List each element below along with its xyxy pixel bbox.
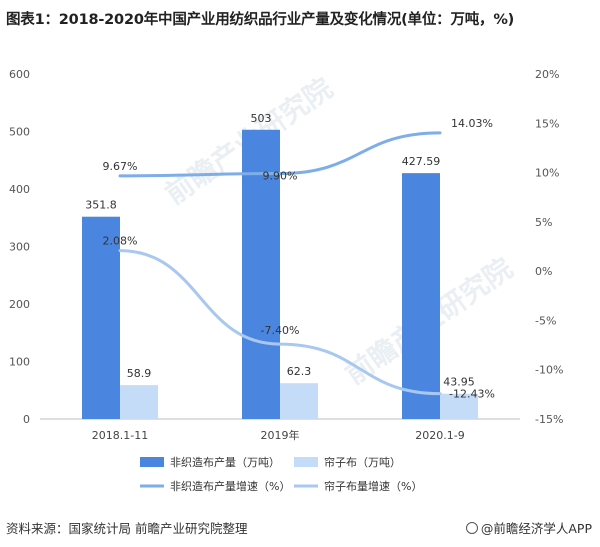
y-left-tick-label: 300 <box>9 241 30 254</box>
y-right-tick-label: -10% <box>535 364 563 377</box>
line-data-label: 14.03% <box>451 117 493 130</box>
y-right-tick-label: -5% <box>535 314 556 327</box>
chart-svg: 0 100 200 300 400 500 600 -15% -10% -5% 0% 5% 10% 15%… <box>9 68 563 493</box>
legend-cord-bar-swatch <box>294 457 318 467</box>
x-tick-label: 2018.1-11 <box>92 429 148 442</box>
x-tick-label: 2020.1-9 <box>415 429 464 442</box>
bar-nonwoven <box>82 216 120 419</box>
line-data-label: 9.67% <box>103 160 138 173</box>
bar-data-label: 351.8 <box>85 199 117 212</box>
y-left-tick-label: 200 <box>9 298 30 311</box>
line-data-label: -12.43% <box>449 388 495 401</box>
source-note: 资料来源：国家统计局 前瞻产业研究院整理 <box>6 521 248 536</box>
y-left-tick-label: 600 <box>9 68 30 81</box>
y-right-tick-label: 0% <box>535 265 552 278</box>
bar-nonwoven <box>402 173 440 419</box>
legend-cord-bar-label: 帘子布（万吨） <box>324 455 401 469</box>
y-left-tick-label: 100 <box>9 356 30 369</box>
legend-nonwoven-line-label: 非织造布产量增速（%） <box>170 479 290 493</box>
brand-label: @前瞻经济学人APP <box>465 518 592 537</box>
bar-data-label: 427.59 <box>402 155 441 168</box>
brand-logo-icon <box>465 522 478 534</box>
line-series-cord-growth <box>118 249 442 396</box>
line-data-label: -7.40% <box>261 324 300 337</box>
bar-cord <box>280 383 318 419</box>
y-right-tick-label: 10% <box>535 167 559 180</box>
x-tick-label: 2019年 <box>261 428 300 442</box>
bar-nonwoven <box>242 129 280 419</box>
y-left-tick-label: 400 <box>9 183 30 196</box>
line-data-label: 9.90% <box>263 170 298 183</box>
chart-title: 图表1：2018-2020年中国产业用纺织品行业产量及变化情况(单位：万吨，%) <box>6 12 515 28</box>
legend-nonwoven-bar-swatch <box>140 457 164 467</box>
legend-nonwoven-bar-label: 非织造布产量（万吨） <box>170 455 280 469</box>
line-data-label: 2.08% <box>103 235 138 248</box>
bar-cord <box>440 393 478 419</box>
y-left-tick-label: 0 <box>23 413 30 426</box>
y-left-tick-label: 500 <box>9 126 30 139</box>
bar-cord <box>120 385 158 419</box>
line-series-nonwoven-growth <box>118 131 442 178</box>
y-right-tick-label: -15% <box>535 413 563 426</box>
bar-data-label: 62.3 <box>287 365 312 378</box>
legend-cord-line-label: 帘子布量增速（%） <box>324 479 422 493</box>
bar-data-label: 503 <box>251 112 272 125</box>
y-right-tick-label: 5% <box>535 216 552 229</box>
y-right-tick-label: 20% <box>535 68 559 81</box>
brand-text: @前瞻经济学人APP <box>480 521 592 536</box>
bar-data-label: 43.95 <box>443 376 475 389</box>
bar-data-label: 58.9 <box>127 367 152 380</box>
y-right-tick-label: 15% <box>535 117 559 130</box>
